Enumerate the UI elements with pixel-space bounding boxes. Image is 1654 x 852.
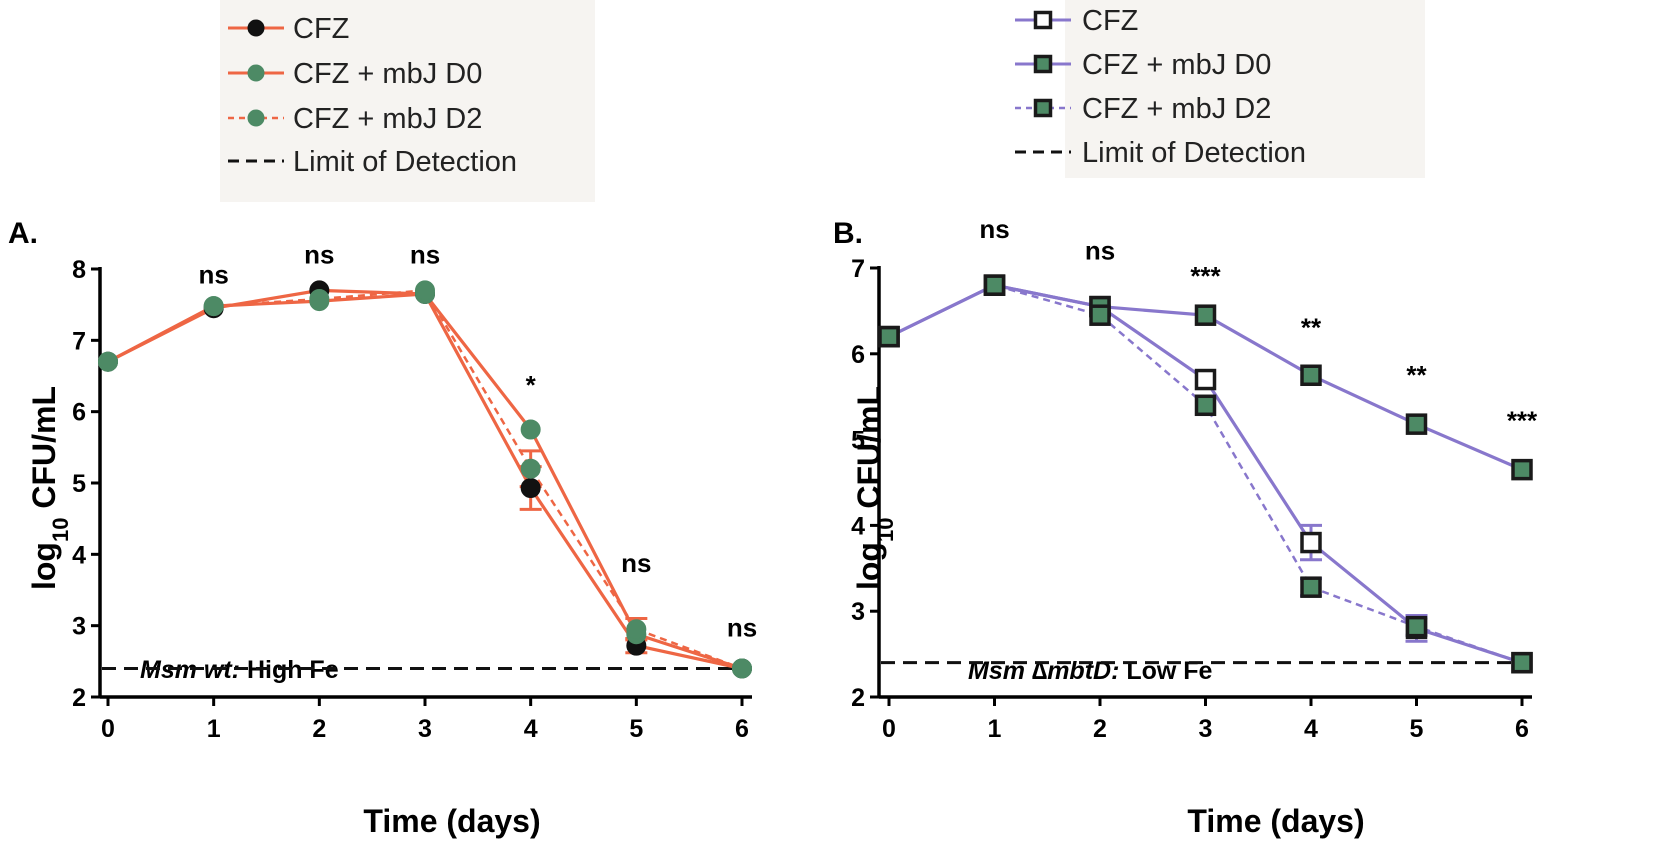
panel-b-significance-label: ** — [1301, 313, 1322, 343]
panel-a-significance-label: ns — [198, 259, 228, 289]
panel-b-x-tick-label: 4 — [1304, 715, 1318, 743]
panel-b-data-point-series-3 — [1511, 651, 1533, 674]
panel-b-legend-label: CFZ + mbJ D2 — [1082, 93, 1271, 125]
panel-a-y-axis-label: log10 CFU/mL — [26, 386, 73, 590]
panel-b-label: B. — [833, 217, 863, 250]
panel-a-y-tick-label: 5 — [72, 470, 86, 498]
panel-b-data-point-series-3 — [878, 325, 900, 348]
panel-b-legend-marker — [1033, 98, 1053, 118]
panel-b-data-point-series-2 — [1405, 413, 1428, 435]
panel-a-x-tick-label: 5 — [629, 715, 643, 743]
panel-b-legend-marker — [1033, 54, 1053, 74]
panel-b-data-point-series-3 — [983, 274, 1006, 296]
panel-a-legend-marker — [247, 19, 265, 37]
panel-b-y-tick-label: 7 — [851, 255, 865, 283]
panel-a-x-tick-label: 1 — [207, 715, 221, 743]
panel-a-significance-label: ns — [727, 612, 757, 642]
panel-b-y-tick-label: 5 — [851, 427, 865, 455]
panel-b-legend-label: CFZ + mbJ D0 — [1082, 49, 1271, 81]
panel-b-x-tick-label: 0 — [882, 715, 896, 743]
panel-a-x-tick-label: 0 — [101, 715, 115, 743]
panel-b-data-point-series-3 — [1300, 576, 1322, 598]
panel-a-y-tick-label: 7 — [72, 327, 86, 355]
panel-a-legend-marker — [247, 109, 265, 127]
panel-b-x-tick-label: 1 — [988, 715, 1002, 743]
panel-a-x-tick-label: 3 — [418, 715, 432, 743]
panel-a-significance-label: * — [526, 370, 537, 400]
panel-a-y-tick-label: 4 — [72, 541, 86, 569]
panel-a-x-tick-label: 6 — [735, 715, 749, 743]
panel-b-significance-label: ns — [1085, 235, 1115, 265]
panel-a-x-tick-label: 2 — [312, 715, 326, 743]
panel-b-data-point-series-2 — [1194, 304, 1217, 326]
panel-a-data-point-series-3 — [203, 296, 224, 317]
panel-a-y-tick-label: 3 — [72, 613, 86, 641]
panel-b-x-tick-label: 2 — [1093, 715, 1107, 743]
panel-b-data-point-series-2 — [1511, 458, 1533, 481]
panel-b-x-tick-label: 6 — [1515, 715, 1529, 743]
panel-b-significance-label: *** — [1190, 261, 1221, 291]
panel-b-x-tick-label: 5 — [1410, 715, 1424, 743]
panel-b-data-point-series-3 — [1405, 615, 1428, 638]
panel-a-data-point-series-3 — [520, 458, 541, 479]
panel-b-data-point-series-1 — [1194, 368, 1217, 391]
panel-a-significance-label: ns — [621, 548, 651, 578]
panel-b-data-point-series-3 — [1089, 304, 1111, 326]
panel-b-significance-label: ** — [1406, 360, 1427, 390]
panel-b-data-point-series-1 — [1300, 531, 1322, 554]
panel-a-legend-label: Limit of Detection — [293, 146, 517, 178]
panel-b-y-axis-label: log10 CFU/mL — [851, 386, 898, 590]
panel-b-data-point-series-3 — [1194, 394, 1217, 417]
panel-a-legend-marker — [247, 64, 265, 82]
panel-b-legend-marker — [1033, 10, 1053, 30]
panel-a-data-point-series-3 — [415, 280, 435, 301]
panel-b-legend-box — [1065, 0, 1425, 178]
panel-b-significance-label: ns — [979, 214, 1009, 244]
panel-a-chart: A. Time (days) log10 CFU/mL Msm wt: High… — [8, 0, 757, 839]
panel-a-data-point-series-2 — [520, 419, 541, 440]
panel-a-data-point-series-1 — [520, 477, 541, 498]
panel-a-y-tick-label: 8 — [72, 256, 86, 284]
panel-a-y-tick-label: 6 — [72, 399, 86, 427]
panel-b-significance-label: *** — [1507, 405, 1538, 435]
panel-b-legend-label: Limit of Detection — [1082, 137, 1306, 169]
panel-a-data-point-series-3 — [626, 619, 647, 640]
panel-a-x-axis-label: Time (days) — [363, 803, 540, 839]
panel-b-x-axis-label: Time (days) — [1187, 803, 1364, 839]
panel-b-y-tick-label: 2 — [851, 684, 865, 712]
panel-a-strain-annotation: Msm wt: High Fe — [140, 656, 339, 684]
panel-b-y-tick-label: 4 — [851, 512, 865, 540]
panel-a-significance-label: ns — [304, 239, 334, 269]
panel-b-x-tick-label: 3 — [1199, 715, 1213, 743]
panel-b-y-tick-label: 6 — [851, 341, 865, 369]
panel-a-data-point-series-3 — [309, 288, 330, 309]
panel-b-chart: B. Time (days) log10 CFU/mL Msm ∆mbtD: L… — [833, 0, 1538, 839]
panel-b-legend-label: CFZ — [1082, 5, 1138, 37]
panel-a-y-tick-label: 2 — [72, 684, 86, 712]
panel-b-y-tick-label: 3 — [851, 598, 865, 626]
panel-a-legend-box — [220, 0, 595, 202]
panel-a-label: A. — [8, 217, 38, 250]
panel-a-legend-label: CFZ — [293, 13, 349, 45]
panel-a-legend-label: CFZ + mbJ D0 — [293, 58, 482, 90]
panel-a-x-tick-label: 4 — [524, 715, 538, 743]
panel-a-data-point-series-3 — [732, 658, 752, 679]
panel-a-legend-label: CFZ + mbJ D2 — [293, 103, 482, 135]
panel-b-data-point-series-2 — [1300, 364, 1322, 386]
panel-a-significance-label: ns — [410, 239, 440, 269]
panel-a-data-point-series-3 — [98, 351, 118, 372]
